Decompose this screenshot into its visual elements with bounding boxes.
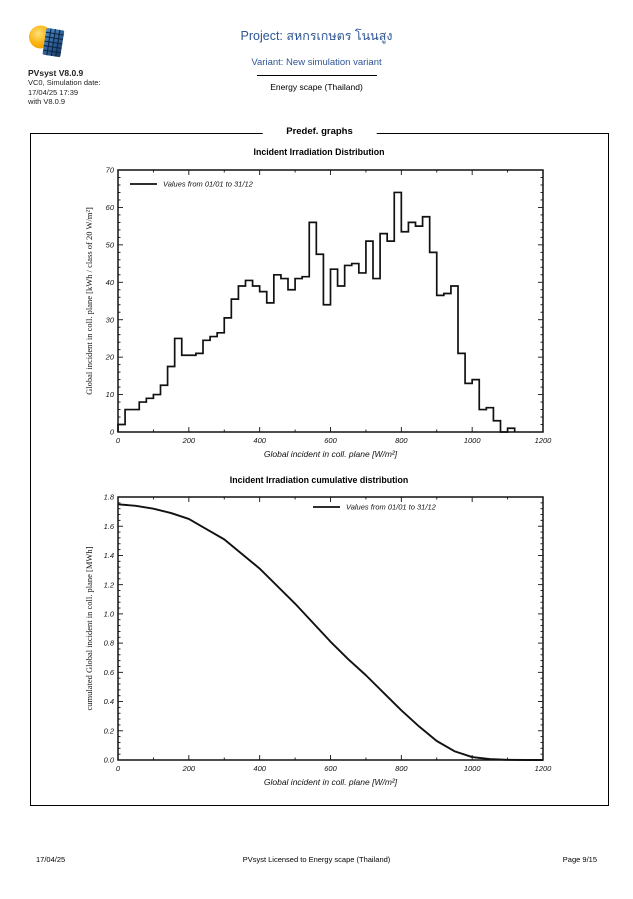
svg-text:60: 60 — [106, 203, 115, 212]
simulation-info-line2: 17/04/25 17:39 — [28, 87, 79, 97]
svg-text:40: 40 — [106, 278, 115, 287]
svg-text:0.6: 0.6 — [104, 668, 115, 677]
variant-title: Variant: New simulation variant — [251, 57, 382, 68]
svg-text:1.2: 1.2 — [104, 580, 115, 589]
svg-text:0: 0 — [110, 428, 115, 437]
axis-ticks — [117, 496, 544, 761]
svg-text:400: 400 — [253, 436, 266, 445]
x-axis-title: Global incident in coll. plane [W/m²] — [264, 449, 398, 459]
legend: Values from 01/01 to 31/12 — [130, 180, 254, 189]
company-name: Energy scape (Thailand) — [270, 82, 363, 92]
x-axis-title: Global incident in coll. plane [W/m²] — [264, 777, 398, 787]
svg-text:0: 0 — [116, 436, 121, 445]
svg-text:800: 800 — [395, 764, 408, 773]
simulation-info-line1: VC0, Simulation date: — [28, 78, 101, 87]
histogram-series — [117, 191, 516, 433]
footer-page-number: Page 9/15 — [562, 855, 597, 864]
tick-labels: 0 200 400 600 800 1000 1200 0.0 0.2 0.4 0.6 0.8 1.0 1… — [104, 493, 553, 773]
header-center: Project: สหกรเกษตร โนนสูง Variant: New s… — [120, 26, 513, 92]
svg-text:1200: 1200 — [535, 764, 553, 773]
svg-text:1200: 1200 — [535, 436, 553, 445]
svg-text:0.0: 0.0 — [104, 756, 115, 765]
variant-underline — [256, 75, 377, 76]
svg-text:600: 600 — [324, 436, 337, 445]
svg-text:0: 0 — [116, 764, 121, 773]
chart1-title: Incident Irradiation Distribution — [253, 147, 385, 157]
svg-text:50: 50 — [106, 240, 115, 249]
svg-text:30: 30 — [106, 315, 115, 324]
simulation-info-line3: with V8.0.9 — [28, 97, 66, 106]
svg-text:70: 70 — [106, 166, 115, 175]
svg-text:1.4: 1.4 — [104, 551, 114, 560]
svg-text:200: 200 — [182, 436, 196, 445]
cumulative-series — [117, 503, 543, 761]
legend-label: Values from 01/01 to 31/12 — [163, 180, 254, 189]
svg-text:400: 400 — [253, 764, 266, 773]
svg-text:1000: 1000 — [464, 764, 482, 773]
app-info-block: PVsyst V8.0.9 VC0, Simulation date: 17/0… — [28, 68, 101, 107]
svg-text:20: 20 — [105, 353, 115, 362]
svg-text:10: 10 — [106, 390, 115, 399]
svg-text:200: 200 — [182, 764, 196, 773]
project-title: Project: สหกรเกษตร โนนสูง — [240, 29, 393, 43]
y-axis-title: Global incident in coll. plane [kWh / cl… — [84, 207, 94, 395]
svg-text:1.8: 1.8 — [104, 493, 115, 502]
svg-text:1000: 1000 — [464, 436, 482, 445]
svg-text:0.8: 0.8 — [104, 639, 115, 648]
y-axis-title: cumulated Global incident in coll. plane… — [84, 546, 94, 710]
section-title: Predef. graphs — [262, 126, 377, 137]
plot-frame — [117, 496, 544, 761]
svg-text:800: 800 — [395, 436, 408, 445]
svg-text:1.6: 1.6 — [104, 522, 115, 531]
footer-license: PVsyst Licensed to Energy scape (Thailan… — [242, 855, 391, 864]
svg-text:0.2: 0.2 — [104, 726, 115, 735]
legend-label: Values from 01/01 to 31/12 — [346, 503, 437, 512]
chart2-title: Incident Irradiation cumulative distribu… — [229, 475, 409, 485]
tick-labels: 0 200 400 600 800 1000 1200 0 10 20 30 40 50 60 70 — [105, 166, 553, 445]
pvsyst-logo-icon — [29, 25, 65, 58]
app-version: PVsyst V8.0.9 — [28, 68, 84, 78]
predef-graphs-section: Predef. graphs — [30, 126, 609, 806]
footer-date: 17/04/25 — [36, 855, 66, 864]
svg-text:600: 600 — [324, 764, 337, 773]
legend: Values from 01/01 to 31/12 — [313, 503, 437, 512]
svg-text:1.0: 1.0 — [104, 609, 115, 618]
incident-irradiation-cumulative-chart: 0 200 400 600 800 1000 1200 0.0 0.2 0.4 0.6 0.8 1.0 1… — [84, 493, 553, 787]
incident-irradiation-distribution-chart: 0 200 400 600 800 1000 1200 0 10 20 30 40 50 60 70 Valu… — [84, 166, 553, 459]
svg-text:0.4: 0.4 — [104, 697, 114, 706]
